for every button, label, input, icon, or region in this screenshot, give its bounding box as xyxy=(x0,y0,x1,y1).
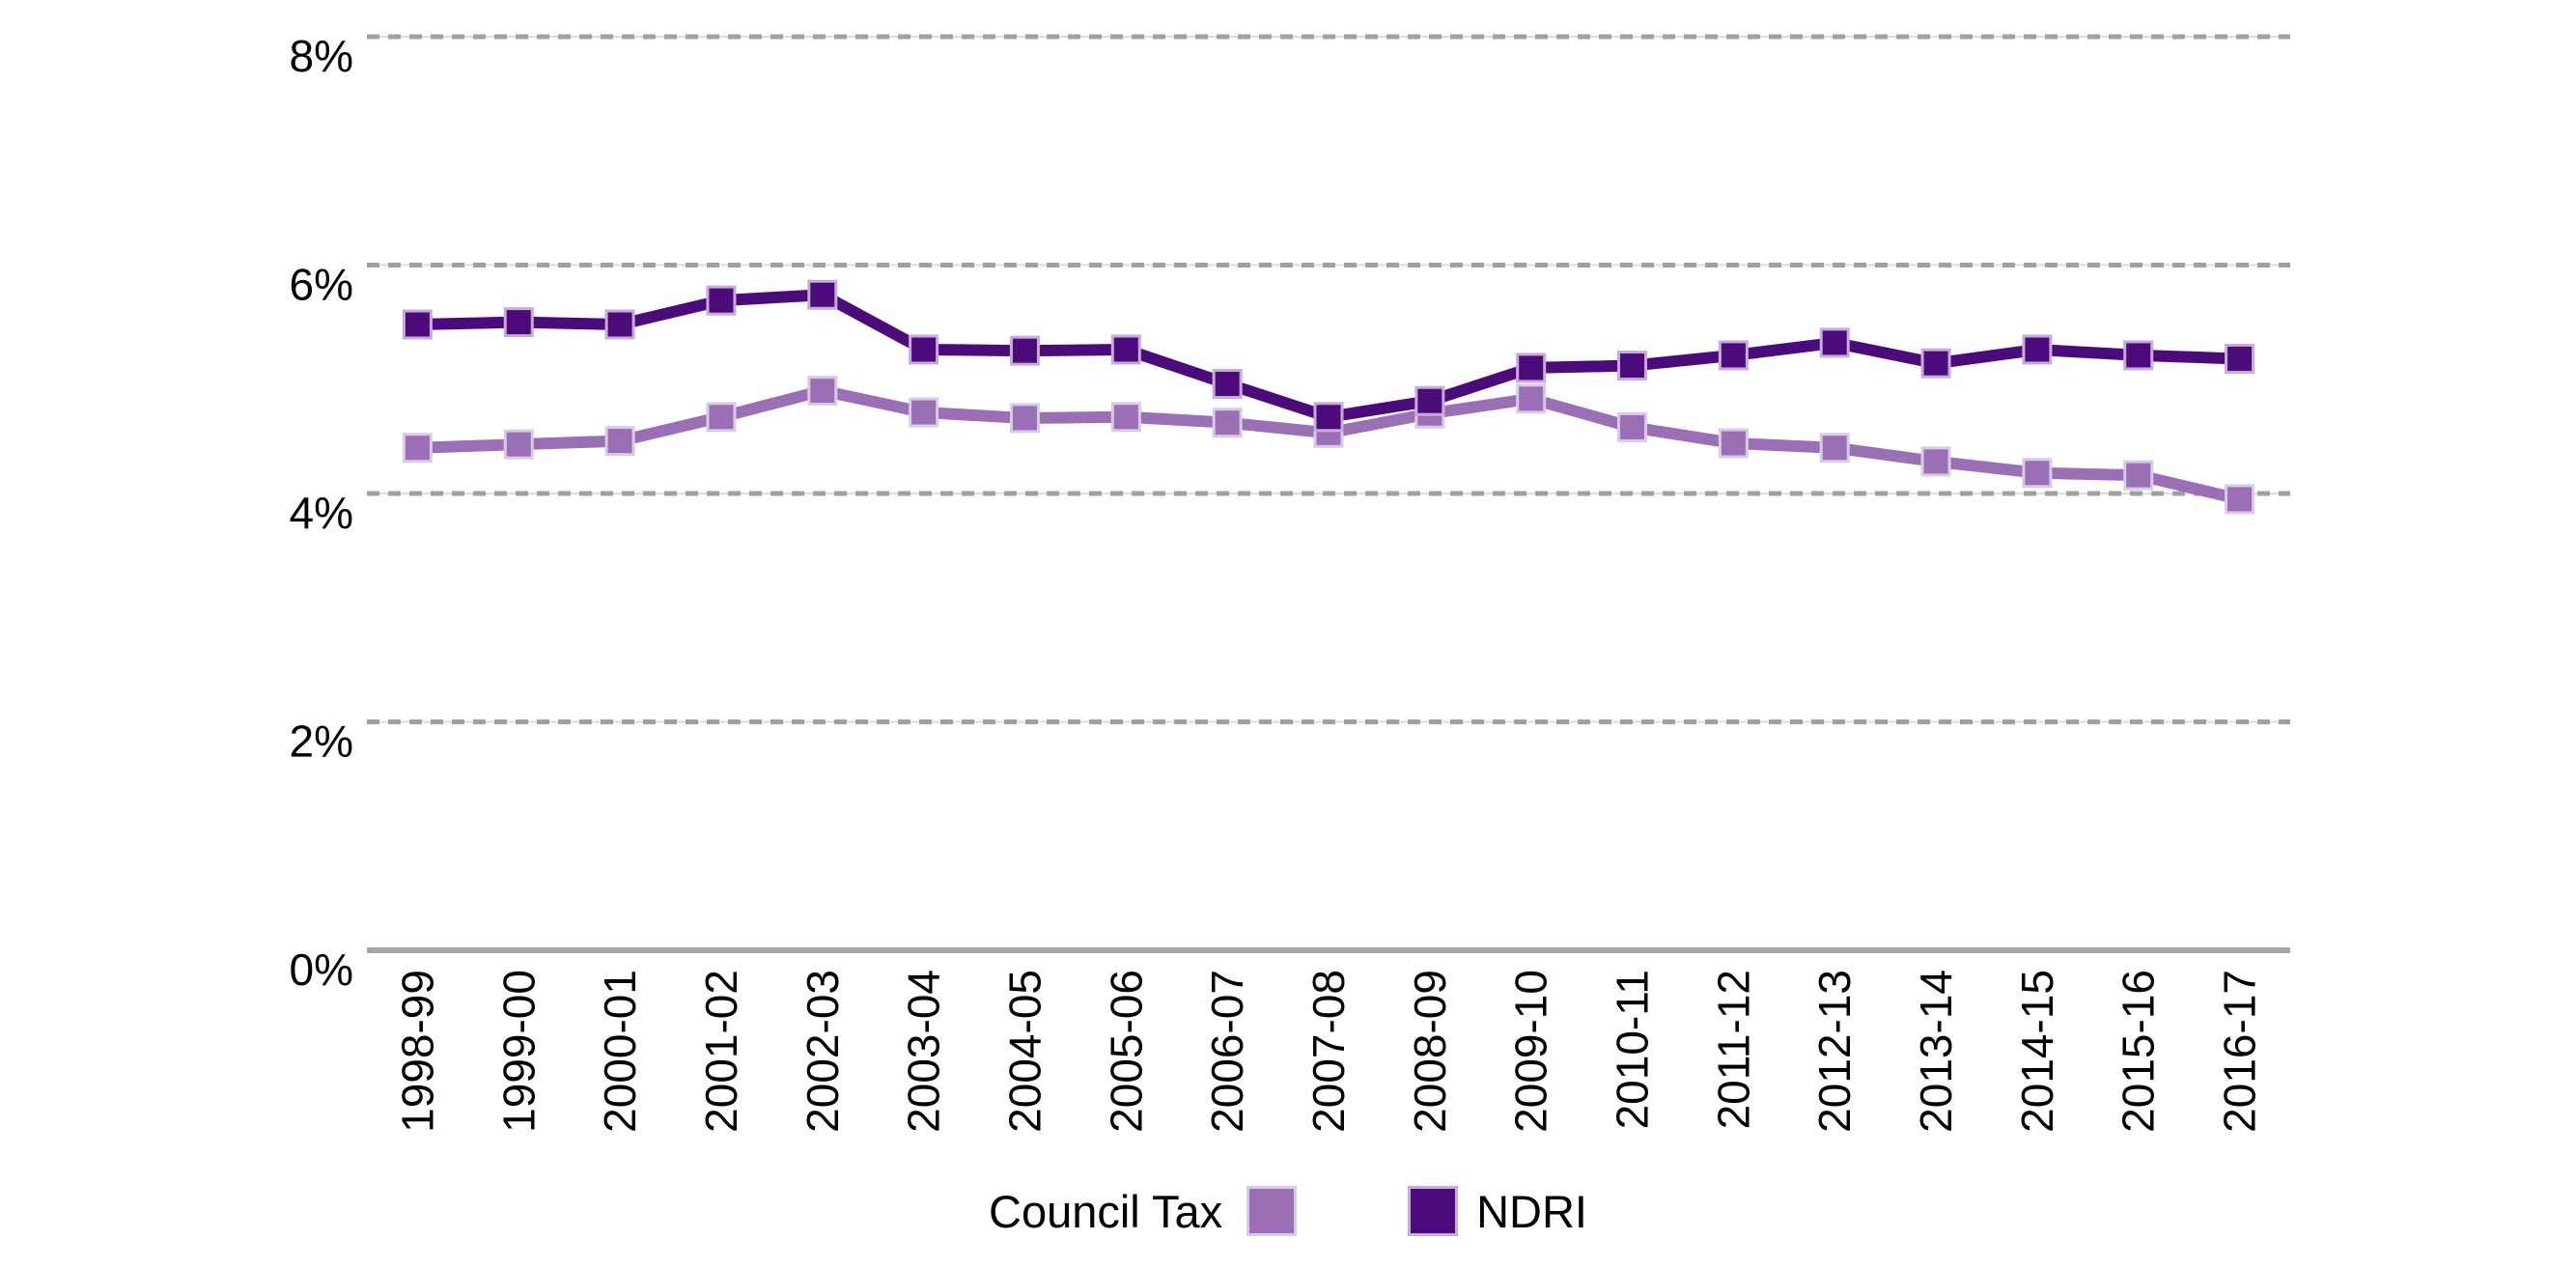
x-axis-label-2014-15: 2014-15 xyxy=(2012,970,2062,1133)
x-axis-label-2005-06: 2005-06 xyxy=(1101,970,1151,1133)
ndri-marker-2006-07 xyxy=(1212,368,1243,399)
council-tax-marker-2005-06 xyxy=(1110,402,1141,433)
council-tax-marker-2015-16 xyxy=(2123,460,2154,491)
y-axis-label-4%: 4% xyxy=(290,488,353,538)
ndri-marker-2005-06 xyxy=(1110,334,1141,365)
council-tax-marker-2016-17 xyxy=(2225,484,2255,515)
council-tax-marker-2014-15 xyxy=(2022,458,2053,489)
ndri-line xyxy=(417,289,2240,423)
chart-legend: Council Tax NDRI xyxy=(0,1182,2576,1240)
x-axis-label-2003-04: 2003-04 xyxy=(899,970,949,1133)
x-axis-label-2010-11: 2010-11 xyxy=(1608,970,1658,1129)
legend-label-council-tax: Council Tax xyxy=(989,1185,1223,1237)
ndri-marker-2001-02 xyxy=(706,285,737,316)
legend-swatch-council-tax xyxy=(1246,1186,1298,1236)
x-axis-label-2011-12: 2011-12 xyxy=(1708,970,1758,1129)
x-axis-label-2009-10: 2009-10 xyxy=(1506,970,1556,1133)
legend-swatch-ndri xyxy=(1408,1186,1459,1236)
council-tax-marker-2011-12 xyxy=(1718,428,1749,459)
y-axis-label-8%: 8% xyxy=(290,31,353,81)
ndri-marker-2015-16 xyxy=(2123,340,2154,371)
ndri-marker-2013-14 xyxy=(1920,348,1951,379)
council-tax-marker-2004-05 xyxy=(1009,403,1040,434)
ndri-marker-2007-08 xyxy=(1313,402,1344,433)
council-tax-marker-2001-02 xyxy=(706,402,737,433)
council-tax-marker-2013-14 xyxy=(1920,446,1951,477)
y-axis-label-2%: 2% xyxy=(290,717,353,767)
x-axis-label-2000-01: 2000-01 xyxy=(595,970,645,1133)
council-tax-marker-2010-11 xyxy=(1617,411,1648,442)
x-axis-label-1999-00: 1999-00 xyxy=(493,970,544,1133)
series-group-ndri xyxy=(402,279,2255,433)
council-tax-marker-2006-07 xyxy=(1212,408,1243,438)
council-tax-marker-1999-00 xyxy=(503,429,534,460)
y-axis-label-6%: 6% xyxy=(290,260,353,310)
ndri-marker-2002-03 xyxy=(807,279,838,310)
x-axis-label-2006-07: 2006-07 xyxy=(1202,970,1252,1133)
y-axis-labels-group: 8% 6% 4% 2% 0% xyxy=(290,31,353,995)
x-axis-label-2008-09: 2008-09 xyxy=(1405,970,1455,1133)
ndri-marker-2016-17 xyxy=(2225,343,2255,374)
ndri-marker-2010-11 xyxy=(1617,351,1648,381)
ndri-marker-2011-12 xyxy=(1718,340,1749,371)
ndri-marker-1998-99 xyxy=(402,309,433,340)
ndri-marker-2008-09 xyxy=(1414,385,1445,416)
council-tax-marker-2003-04 xyxy=(909,397,939,428)
legend-label-ndri: NDRI xyxy=(1476,1185,1587,1237)
council-tax-marker-2002-03 xyxy=(807,376,838,407)
ndri-marker-2014-15 xyxy=(2022,334,2053,365)
ndri-marker-1999-00 xyxy=(503,307,534,338)
x-axis-labels-group: 1998-99 1999-00 2000-01 2001-02 2002-03 2003-… xyxy=(392,970,2264,1133)
series-group-council-tax xyxy=(402,376,2255,515)
x-axis-label-2015-16: 2015-16 xyxy=(2114,970,2164,1133)
x-axis-label-2001-02: 2001-02 xyxy=(696,970,746,1133)
council-tax-marker-2009-10 xyxy=(1516,383,1547,414)
council-tax-marker-2000-01 xyxy=(604,426,635,457)
x-axis-label-2012-13: 2012-13 xyxy=(1809,970,1860,1133)
x-axis-label-2016-17: 2016-17 xyxy=(2215,970,2265,1133)
gridlines-group xyxy=(367,34,2290,724)
x-axis-label-2007-08: 2007-08 xyxy=(1303,970,1354,1133)
council-tax-marker-2012-13 xyxy=(1819,433,1850,464)
council-tax-marker-1998-99 xyxy=(402,433,433,464)
ndri-marker-2003-04 xyxy=(909,334,939,365)
x-axis-label-2002-03: 2002-03 xyxy=(798,970,848,1133)
ndri-marker-2009-10 xyxy=(1516,352,1547,383)
x-axis-label-1998-99: 1998-99 xyxy=(392,970,442,1133)
ndri-marker-2012-13 xyxy=(1819,327,1850,358)
y-axis-label-0%: 0% xyxy=(290,944,353,995)
ndri-marker-2004-05 xyxy=(1009,335,1040,366)
x-axis-label-2004-05: 2004-05 xyxy=(999,970,1050,1133)
ndri-marker-2000-01 xyxy=(604,309,635,340)
x-axis-label-2013-14: 2013-14 xyxy=(1911,970,1961,1133)
